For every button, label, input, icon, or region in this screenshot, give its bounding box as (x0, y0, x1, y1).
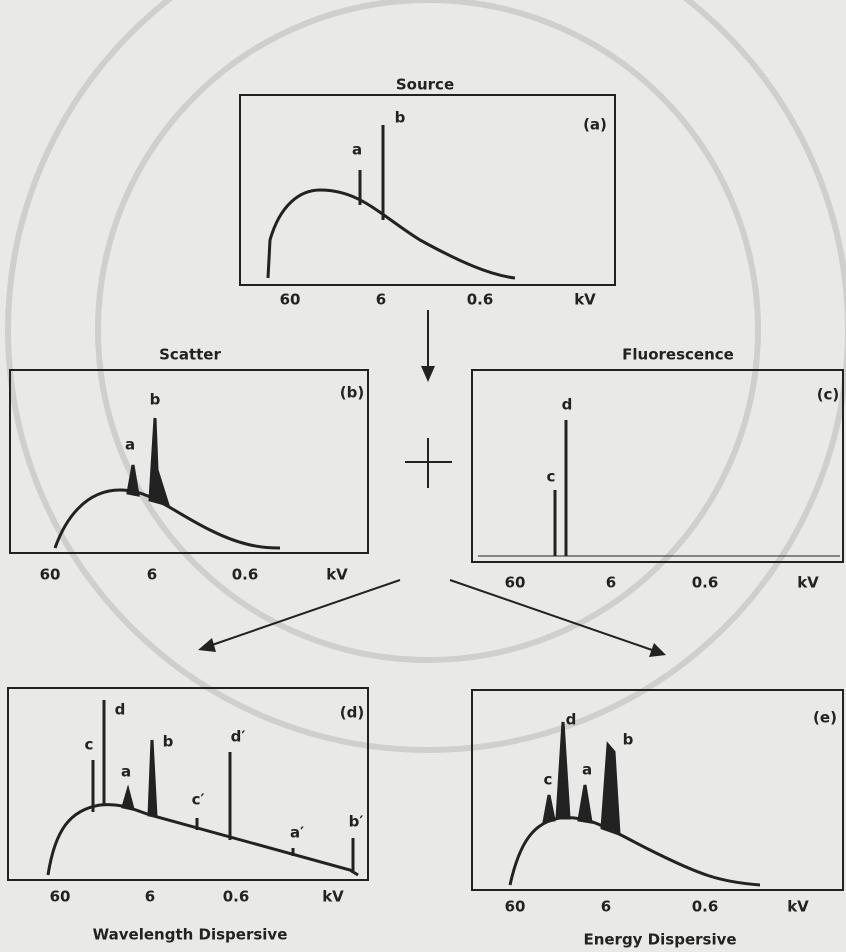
axis-label: 6 (145, 888, 155, 906)
panel-tag: (c) (817, 386, 840, 404)
caption: Wavelength Dispersive (93, 926, 288, 944)
spectrum-curve (510, 818, 760, 885)
spectrum-curve (268, 190, 515, 278)
panel-frame (472, 370, 843, 562)
panel-tag: (b) (340, 384, 364, 402)
axis-label: 6 (147, 566, 157, 584)
axis-label: kV (574, 291, 596, 309)
arrow-head (421, 366, 435, 382)
peak-label: d (115, 701, 126, 719)
peak (544, 795, 554, 822)
peak (579, 785, 591, 822)
axis-label: 0.6 (232, 566, 259, 584)
axis-label: 60 (505, 898, 526, 916)
axis-label: kV (787, 898, 809, 916)
axis-label: 0.6 (692, 898, 719, 916)
axis-label: 6 (601, 898, 611, 916)
panel-tag: (e) (813, 709, 837, 727)
panel-tag: (d) (340, 704, 364, 722)
peak-label: c (544, 771, 553, 789)
page: body { margin: 0; background: #e9e9e7; f… (0, 0, 846, 952)
peak-label: a (121, 763, 131, 781)
spectrum-curve (48, 805, 358, 875)
peak-label: a (582, 761, 592, 779)
axis-label: 60 (280, 291, 301, 309)
axis-label: 60 (50, 888, 71, 906)
peak-label: c′ (192, 791, 205, 809)
arrow-head (649, 643, 666, 657)
peak-label: d (562, 396, 573, 414)
peak-label: b (163, 733, 174, 751)
peak (602, 745, 619, 834)
panel-title: Scatter (159, 346, 221, 364)
arrow (450, 580, 652, 650)
panel-frame (472, 690, 843, 890)
peak-label: b′ (349, 813, 364, 831)
axis-label: 6 (376, 291, 386, 309)
peak-label: a (352, 141, 362, 159)
panel-tag: (a) (583, 116, 607, 134)
axis-label: kV (322, 888, 344, 906)
axis-label: 6 (606, 574, 616, 592)
axis-label: 0.6 (692, 574, 719, 592)
axis-label: 0.6 (223, 888, 250, 906)
peak-label: b (623, 731, 634, 749)
axis-label: kV (797, 574, 819, 592)
peak-label: a (125, 436, 135, 454)
peak (557, 722, 569, 818)
axis-label: 60 (40, 566, 61, 584)
peak (149, 740, 156, 816)
peak-label: d (566, 711, 577, 729)
panel-frame (240, 95, 615, 285)
axis-label: kV (326, 566, 348, 584)
diagram: Source (a) a b 60 6 0.6 kV Scatter (b) a… (0, 0, 846, 952)
panel-title: Fluorescence (622, 346, 734, 364)
peak (150, 418, 168, 505)
peak-label: b (150, 391, 161, 409)
peak-label: d′ (231, 728, 246, 746)
peak-label: c (547, 468, 556, 486)
peak-label: b (395, 109, 406, 127)
panel-frame (8, 688, 368, 880)
axis-label: 60 (505, 574, 526, 592)
peak-label: a′ (290, 824, 304, 842)
caption: Energy Dispersive (583, 931, 736, 949)
panel-title: Source (396, 76, 454, 94)
arrow-head (198, 638, 216, 652)
body: Source (a) a b 60 6 0.6 kV Scatter (b) a… (0, 0, 846, 952)
peak (123, 790, 133, 809)
peak-label: c (85, 736, 94, 754)
axis-label: 0.6 (467, 291, 494, 309)
